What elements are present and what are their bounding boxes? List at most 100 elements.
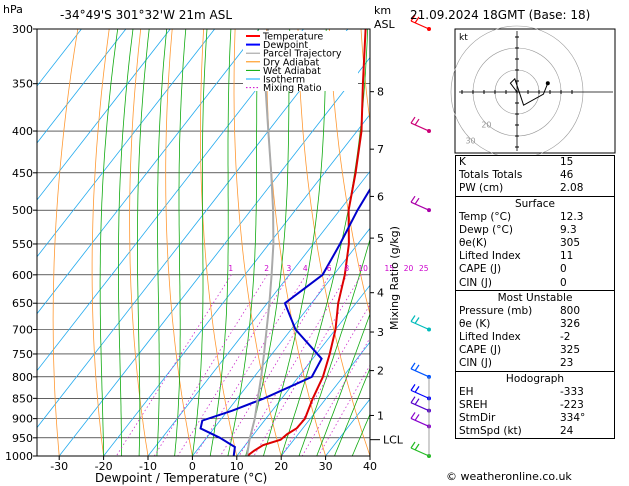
mixing-ratio-label: 3 bbox=[287, 264, 292, 273]
wind-barb-flag bbox=[414, 364, 420, 372]
indices-rows: K 15 Totals Totals 46 PW (cm) 2.08 bbox=[456, 156, 614, 196]
mixing-ratio-line bbox=[194, 274, 307, 456]
hodograph-stat-value: -333 bbox=[560, 385, 584, 398]
hodograph-ring-label: 30 bbox=[465, 137, 475, 146]
mixing-ratio-label: 6 bbox=[327, 264, 332, 273]
wind-barb-staff bbox=[410, 368, 430, 378]
pressure-tick-label: 350 bbox=[12, 78, 33, 91]
wind-barb-flag bbox=[410, 195, 416, 203]
mixing-ratio-line bbox=[115, 274, 232, 456]
temperature-tick-label: 40 bbox=[363, 460, 377, 473]
hodograph-stat-value: 334° bbox=[560, 412, 586, 424]
wind-barb-staff bbox=[410, 20, 430, 30]
wind-barb-staff bbox=[410, 122, 430, 132]
mixing-ratio-label: 25 bbox=[419, 264, 429, 273]
wet-adiabat-line bbox=[118, 29, 134, 456]
series-parcel-trajectory bbox=[246, 29, 275, 456]
mixing-ratio-line bbox=[238, 274, 348, 456]
mixing-ratio-line bbox=[177, 274, 290, 456]
wind-barb-flag bbox=[410, 384, 416, 391]
plot-frame bbox=[36, 28, 371, 457]
mixing-ratio-label: 10 bbox=[358, 264, 368, 273]
legend-entry: Temperature bbox=[262, 32, 323, 43]
hodograph-stat-value: -223 bbox=[560, 398, 584, 411]
pressure-tick-label: 800 bbox=[12, 371, 33, 384]
km-tick-label: 4 bbox=[377, 287, 384, 300]
wind-barb-point bbox=[427, 27, 431, 31]
wind-barb-point bbox=[427, 208, 431, 213]
surface-row: Dewp (°C) 9.3 bbox=[456, 224, 614, 237]
wind-barb-flag bbox=[414, 443, 420, 451]
surface-title: Surface bbox=[514, 197, 555, 210]
footer-credit: © weatheronline.co.uk bbox=[446, 470, 572, 483]
most-unstable-row: Pressure (mb) 800 bbox=[456, 305, 614, 318]
dry-adiabat-line bbox=[360, 29, 370, 125]
most-unstable-row: CIN (J) 23 bbox=[456, 357, 614, 370]
hodograph-trace bbox=[509, 77, 549, 106]
surface-label: CAPE (J) bbox=[459, 263, 502, 276]
wind-barb-flag bbox=[410, 14, 416, 22]
most-unstable-section: Most Unstable Pressure (mb) 800 θe (K) 326 L… bbox=[456, 289, 614, 371]
wet-adiabat-line bbox=[174, 29, 187, 456]
most-unstable-label: Lifted Index bbox=[459, 331, 521, 344]
surface-section: Surface Temp (°C) 12.3 Dewp (°C) 9.3 θe(K) 30… bbox=[456, 195, 614, 290]
wind-barb-staff bbox=[410, 402, 430, 412]
surface-value: 0 bbox=[560, 263, 567, 276]
surface-row: Temp (°C) 12.3 bbox=[456, 211, 614, 224]
hodograph-stat-row: EH -333 bbox=[456, 386, 614, 399]
legend-entry: Dewpoint bbox=[263, 40, 308, 51]
isotherm-line bbox=[147, 170, 370, 456]
surface-value: 12.3 bbox=[560, 210, 584, 223]
hodograph-table-title: Hodograph bbox=[505, 372, 565, 385]
surface-row: CAPE (J) 0 bbox=[456, 263, 614, 276]
mixing-ratio-line bbox=[281, 303, 370, 456]
hodograph: kt 20 30 bbox=[450, 25, 616, 159]
index-row: PW (cm) 2.08 bbox=[456, 182, 614, 195]
y-axis-right-label: Mixing Ratio (g/kg) bbox=[388, 226, 401, 330]
dry-adiabat-line bbox=[200, 29, 238, 456]
km-tick-label: 6 bbox=[377, 190, 384, 203]
most-unstable-label: Pressure (mb) bbox=[459, 304, 533, 317]
mixing-ratio-line bbox=[153, 274, 268, 456]
most-unstable-title: Most Unstable bbox=[497, 291, 573, 304]
most-unstable-value: -2 bbox=[560, 331, 571, 344]
wind-barb-staff bbox=[410, 201, 430, 211]
wet-adiabat-line bbox=[209, 29, 232, 456]
temperature-tick-label: -10 bbox=[139, 460, 157, 473]
wind-barb-point bbox=[427, 129, 431, 134]
most-unstable-label: CAPE (J) bbox=[459, 344, 502, 357]
dry-adiabat-line bbox=[129, 29, 149, 456]
surface-label: Dewp (°C) bbox=[459, 223, 513, 236]
pressure-tick-label: 450 bbox=[12, 167, 33, 180]
most-unstable-label: CIN (J) bbox=[459, 357, 492, 370]
index-row: Totals Totals 46 bbox=[456, 169, 614, 182]
hodograph-stat-label: StmDir bbox=[459, 412, 496, 424]
surface-value: 305 bbox=[560, 236, 581, 249]
wind-barb-staff bbox=[410, 389, 430, 399]
km-tick-label: 8 bbox=[377, 86, 384, 99]
dry-adiabat-line bbox=[329, 29, 370, 316]
wet-adiabat-line bbox=[316, 312, 370, 456]
x-axis-label: Dewpoint / Temperature (°C) bbox=[95, 471, 267, 485]
wind-barb-flag bbox=[410, 315, 416, 322]
km-tick-label: 2 bbox=[377, 365, 384, 378]
index-label: K bbox=[459, 156, 466, 168]
isotherm-line bbox=[37, 29, 127, 144]
location-title: -34°49'S 301°32'W 21m ASL bbox=[60, 8, 232, 22]
most-unstable-value: 23 bbox=[560, 357, 574, 370]
surface-value: 9.3 bbox=[560, 223, 577, 236]
wet-adiabat-line bbox=[156, 29, 168, 456]
temperature-tick-label: 0 bbox=[189, 460, 196, 473]
series-temperature bbox=[246, 29, 367, 456]
lcl-label: LCL bbox=[383, 434, 404, 447]
legend-entry: Dry Adiabat bbox=[263, 57, 320, 68]
most-unstable-label: θe (K) bbox=[459, 317, 491, 330]
isotherm-line bbox=[37, 29, 304, 372]
index-value: 46 bbox=[560, 169, 574, 182]
surface-row: CIN (J) 0 bbox=[456, 277, 614, 290]
wet-adiabat-line bbox=[192, 29, 208, 456]
wind-barb-flag bbox=[410, 441, 416, 449]
surface-label: Temp (°C) bbox=[459, 210, 512, 223]
dry-adiabat-line bbox=[165, 29, 193, 456]
wind-barb-flag bbox=[410, 116, 416, 124]
